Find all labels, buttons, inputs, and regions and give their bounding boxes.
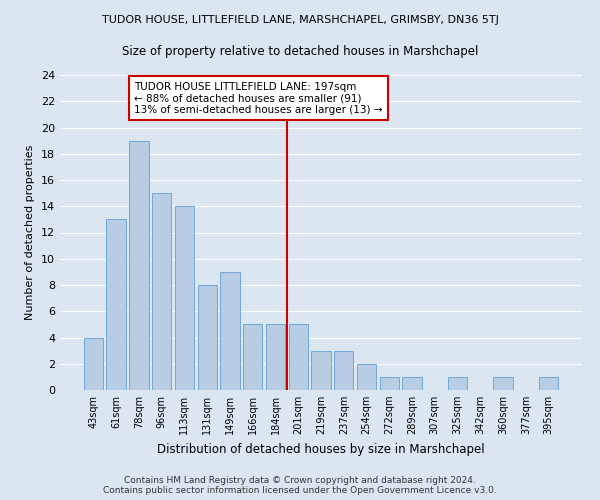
Bar (289, 324, 308, 390)
Bar (220, 272, 239, 390)
Y-axis label: Number of detached properties: Number of detached properties (25, 145, 35, 320)
Bar (493, 377, 513, 390)
Bar (357, 364, 376, 390)
X-axis label: Distribution of detached houses by size in Marshchapel: Distribution of detached houses by size … (157, 442, 485, 456)
Bar (266, 324, 285, 390)
Bar (129, 140, 149, 390)
Text: Contains HM Land Registry data © Crown copyright and database right 2024.
Contai: Contains HM Land Registry data © Crown c… (103, 476, 497, 495)
Bar (197, 285, 217, 390)
Bar (175, 206, 194, 390)
Text: TUDOR HOUSE LITTLEFIELD LANE: 197sqm
← 88% of detached houses are smaller (91)
1: TUDOR HOUSE LITTLEFIELD LANE: 197sqm ← 8… (134, 82, 383, 115)
Bar (403, 377, 422, 390)
Text: Size of property relative to detached houses in Marshchapel: Size of property relative to detached ho… (122, 45, 478, 58)
Bar (539, 377, 558, 390)
Bar (334, 350, 353, 390)
Bar (243, 324, 262, 390)
Bar (152, 193, 172, 390)
Bar (84, 338, 103, 390)
Bar (106, 220, 126, 390)
Bar (448, 377, 467, 390)
Text: TUDOR HOUSE, LITTLEFIELD LANE, MARSHCHAPEL, GRIMSBY, DN36 5TJ: TUDOR HOUSE, LITTLEFIELD LANE, MARSHCHAP… (101, 15, 499, 25)
Bar (380, 377, 399, 390)
Bar (311, 350, 331, 390)
